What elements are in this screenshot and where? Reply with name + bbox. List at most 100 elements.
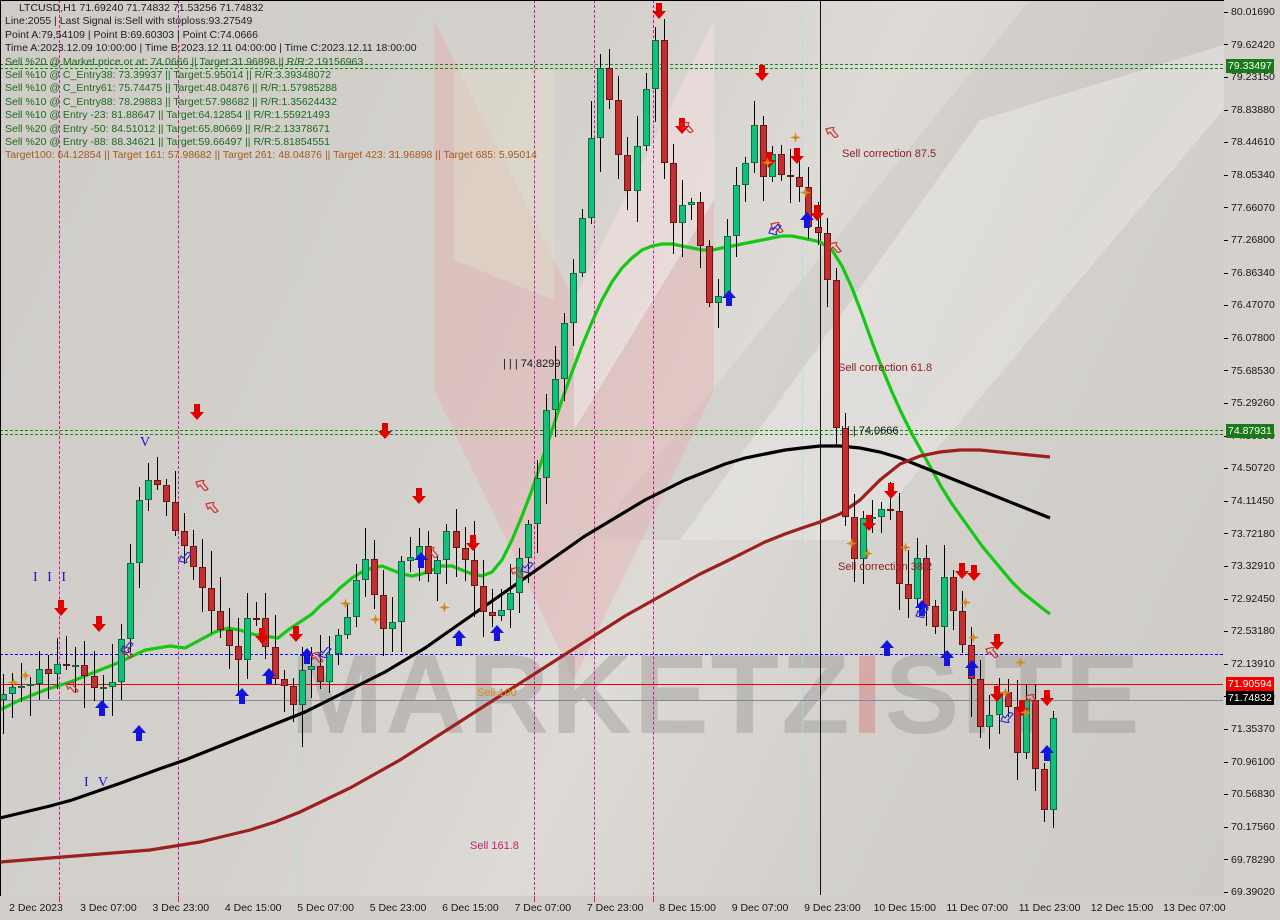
candle: [416, 0, 424, 895]
candle: [217, 0, 225, 895]
time-tick: 8 Dec 15:00: [659, 902, 716, 914]
candle: [153, 0, 162, 895]
candle: [72, 0, 80, 895]
candle: [1022, 0, 1031, 895]
candle: [561, 0, 569, 895]
time-axis-marker: [59, 896, 60, 902]
candle: [733, 0, 741, 895]
price-tick: 72.92450: [1224, 593, 1275, 605]
price-tick: 75.68530: [1224, 365, 1275, 377]
candle: [443, 0, 451, 895]
candle: [199, 0, 207, 895]
time-tick: 6 Dec 15:00: [442, 902, 499, 914]
price-tick: 80.01690: [1224, 6, 1275, 18]
candle: [977, 0, 985, 895]
price-tick: 78.44610: [1224, 136, 1275, 148]
price-tick: 72.53180: [1224, 625, 1275, 637]
price-tick: 70.96100: [1224, 756, 1275, 768]
time-axis-marker: [297, 896, 298, 902]
candle: [760, 0, 768, 895]
candle: [1031, 0, 1040, 895]
price-tick: 78.83880: [1224, 104, 1275, 116]
candle: [914, 0, 922, 895]
price-tick: 78.05340: [1224, 169, 1275, 181]
price-label-black: 71.74832: [1226, 691, 1274, 705]
price-tick: 70.56830: [1224, 788, 1275, 800]
candle: [597, 0, 605, 895]
candle: [606, 0, 614, 895]
time-tick: 10 Dec 15:00: [873, 902, 937, 914]
candle: [1013, 0, 1022, 895]
price-tick: 79.62420: [1224, 39, 1275, 51]
price-tick: 73.32910: [1224, 560, 1275, 572]
price-tick: 69.78290: [1224, 854, 1275, 866]
candle: [669, 0, 678, 895]
price-tick: 76.07800: [1224, 332, 1275, 344]
time-tick: 12 Dec 15:00: [1090, 902, 1154, 914]
candle: [144, 0, 153, 895]
candle: [181, 0, 189, 895]
candle: [380, 0, 388, 895]
time-tick: 2 Dec 2023: [9, 902, 63, 914]
time-tick: 7 Dec 07:00: [514, 902, 572, 914]
candle: [615, 0, 623, 895]
candle: [877, 0, 886, 895]
candle: [724, 0, 732, 895]
candle: [642, 0, 651, 895]
candle: [253, 0, 261, 895]
candle: [18, 0, 26, 895]
price-tick: 73.72180: [1224, 528, 1275, 540]
candle: [905, 0, 913, 895]
candle: [633, 0, 642, 895]
candle: [950, 0, 958, 895]
chart-plot-area[interactable]: MARKETZISITE Sell correction 87.5 Sell co…: [0, 0, 1225, 897]
price-tick: 69.39020: [1224, 886, 1275, 898]
candle: [524, 0, 533, 895]
price-tick: 70.17560: [1224, 821, 1275, 833]
candle: [850, 0, 859, 895]
candle: [171, 0, 180, 895]
candle: [1040, 0, 1049, 895]
candle: [289, 0, 298, 895]
candle: [678, 0, 687, 895]
price-tick: 79.23150: [1224, 71, 1275, 83]
time-tick: 3 Dec 23:00: [152, 902, 210, 914]
candle: [778, 0, 786, 895]
candle: [452, 0, 461, 895]
candle: [190, 0, 198, 895]
candle: [714, 0, 723, 895]
price-tick: 74.11450: [1224, 495, 1274, 507]
price-tick: 77.66070: [1224, 202, 1275, 214]
candle: [325, 0, 334, 895]
candle: [235, 0, 243, 895]
time-tick: 9 Dec 23:00: [804, 902, 861, 914]
time-axis[interactable]: 2 Dec 2023 3 Dec 07:00 3 Dec 23:00 4 Dec 15…: [0, 896, 1280, 920]
candle: [162, 0, 171, 895]
candle: [334, 0, 343, 895]
candle: [307, 0, 316, 895]
candle: [45, 0, 53, 895]
candle: [923, 0, 931, 895]
candle: [1004, 0, 1013, 895]
candle: [208, 0, 216, 895]
candle: [579, 0, 587, 895]
candle: [895, 0, 904, 895]
time-axis-marker: [594, 896, 595, 902]
candle: [371, 0, 379, 895]
candle: [787, 0, 795, 895]
candle: [588, 0, 596, 895]
candle: [705, 0, 714, 895]
price-axis[interactable]: 80.01690 79.62420 79.23150 78.83880 78.44610…: [1224, 0, 1280, 898]
candle: [389, 0, 397, 895]
candle: [63, 0, 71, 895]
price-label-green: 74.87931: [1226, 424, 1274, 438]
candle: [271, 0, 280, 895]
candle: [805, 0, 813, 895]
candle: [769, 0, 777, 895]
candle: [687, 0, 696, 895]
candle: [742, 0, 750, 895]
price-tick: 76.47070: [1224, 299, 1275, 311]
candle: [280, 0, 289, 895]
candle: [796, 0, 804, 895]
